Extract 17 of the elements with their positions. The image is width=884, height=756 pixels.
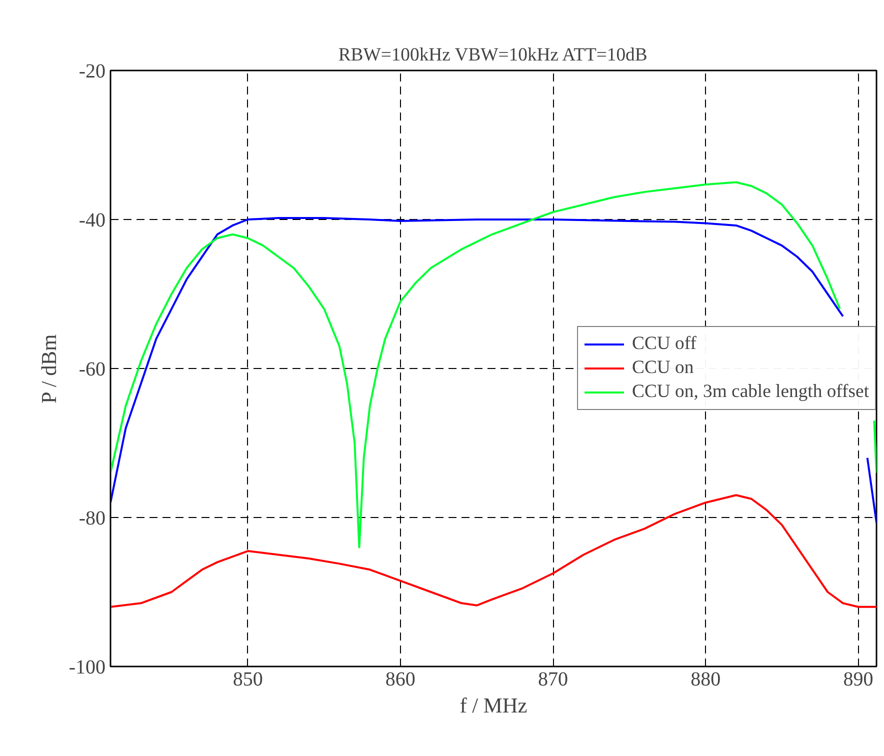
y-axis-title: P / dBm bbox=[36, 334, 61, 404]
line-series bbox=[110, 494, 876, 608]
legend-label: CCU on, 3m cable length offset bbox=[632, 381, 869, 403]
x-tick-label: 890 bbox=[843, 668, 874, 690]
y-tick-label: -80 bbox=[78, 508, 106, 530]
y-tick-label: -60 bbox=[78, 358, 106, 380]
x-tick-label: 850 bbox=[232, 668, 263, 690]
legend-label: CCU on bbox=[632, 357, 694, 379]
x-tick-label: 860 bbox=[385, 668, 416, 690]
legend-label: CCU off bbox=[632, 333, 696, 355]
x-tick-label: 870 bbox=[538, 668, 568, 690]
y-tick-label: -100 bbox=[68, 656, 106, 678]
x-axis-title: f / MHz bbox=[460, 694, 528, 718]
y-tick-label: -40 bbox=[78, 210, 106, 232]
y-tick-label: -20 bbox=[78, 60, 106, 82]
chart-title: RBW=100kHz VBW=10kHz ATT=10dB bbox=[338, 44, 648, 66]
x-tick-label: 880 bbox=[690, 668, 721, 690]
